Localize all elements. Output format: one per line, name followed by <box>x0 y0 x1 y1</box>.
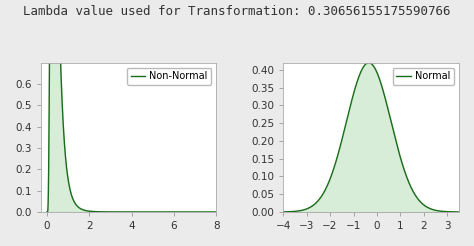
Legend: Normal: Normal <box>392 68 454 85</box>
Text: Lambda value used for Transformation: 0.30656155175590766: Lambda value used for Transformation: 0.… <box>23 5 451 18</box>
Legend: Non-Normal: Non-Normal <box>127 68 211 85</box>
